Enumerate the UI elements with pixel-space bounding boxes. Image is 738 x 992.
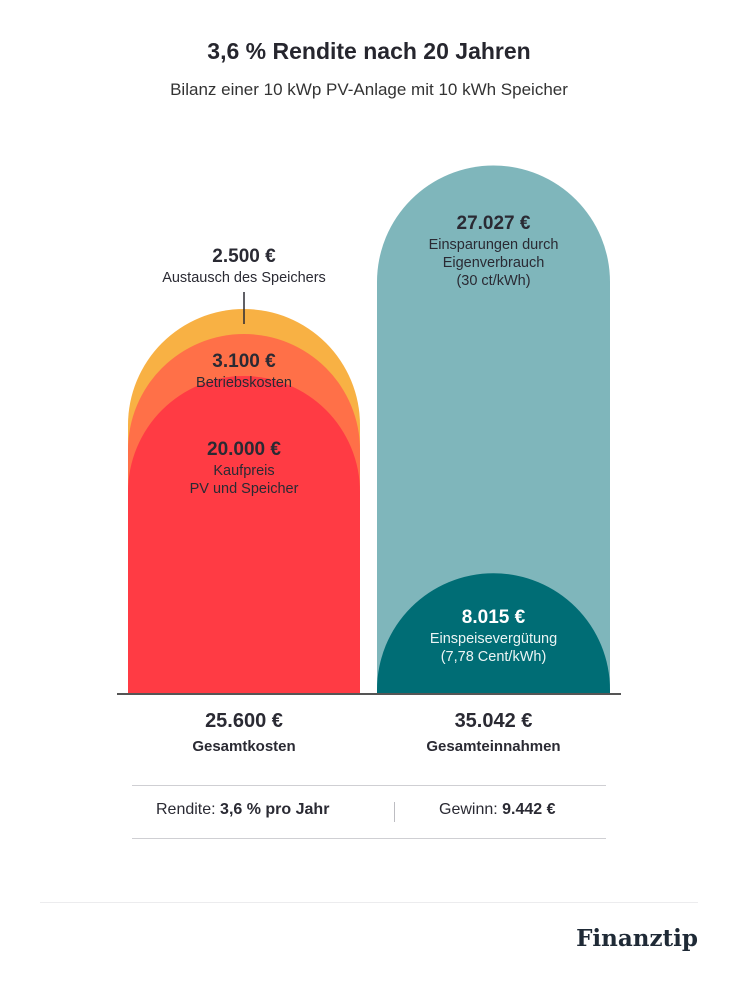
rendite-value: 3,6 % pro Jahr bbox=[220, 801, 330, 818]
label-betrieb: 3.100 € Betriebskosten bbox=[130, 350, 358, 392]
summary-gewinn: Gewinn: 9.442 € bbox=[439, 801, 556, 819]
value-kaufpreis: 20.000 € bbox=[207, 439, 281, 460]
chart-subtitle: Bilanz einer 10 kWp PV-Anlage mit 10 kWh… bbox=[170, 80, 568, 99]
label-einspeise: 8.015 € Einspeisevergütung (7,78 Cent/kW… bbox=[378, 606, 609, 666]
label-einsparungen: 27.027 € Einsparungen durch Eigenverbrau… bbox=[378, 212, 609, 290]
bar-segment-einspeiseverguetung bbox=[377, 573, 610, 694]
gewinn-label: Gewinn: bbox=[439, 801, 503, 818]
desc-einspeise-1: Einspeisevergütung bbox=[429, 630, 558, 647]
rendite-label: Rendite: bbox=[156, 801, 221, 818]
desc-einsparungen-2: Eigenverbrauch bbox=[442, 254, 545, 271]
value-einsparungen: 27.027 € bbox=[456, 213, 531, 234]
brand-logo: Finanztip bbox=[576, 925, 698, 952]
gewinn-value: 9.442 € bbox=[502, 801, 556, 818]
footer-divider bbox=[40, 902, 698, 903]
value-betrieb: 3.100 € bbox=[212, 351, 276, 372]
summary-divider bbox=[394, 802, 395, 822]
total-cost-label: Gesamtkosten bbox=[192, 738, 296, 755]
desc-kaufpreis-1: Kaufpreis bbox=[213, 462, 275, 479]
total-income-value: 35.042 € bbox=[454, 710, 533, 732]
bar-segment-kaufpreis bbox=[128, 376, 360, 694]
value-einspeise: 8.015 € bbox=[461, 607, 526, 628]
desc-betrieb: Betriebskosten bbox=[196, 374, 292, 391]
summary-rendite: Rendite: 3,6 % pro Jahr bbox=[156, 801, 329, 819]
total-income-label: Gesamteinnahmen bbox=[426, 738, 561, 755]
desc-kaufpreis-2: PV und Speicher bbox=[189, 480, 299, 497]
value-speicher: 2.500 € bbox=[212, 246, 276, 267]
desc-einsparungen-1: Einsparungen durch bbox=[428, 236, 559, 253]
label-kaufpreis: 20.000 € Kaufpreis PV und Speicher bbox=[130, 438, 358, 498]
bar-segment-einsparungen bbox=[377, 165, 610, 694]
chart-title: 3,6 % Rendite nach 20 Jahren bbox=[207, 38, 531, 64]
desc-speicher: Austausch des Speichers bbox=[162, 269, 326, 286]
desc-einspeise-2: (7,78 Cent/kWh) bbox=[440, 648, 547, 665]
total-cost-value: 25.600 € bbox=[205, 710, 283, 732]
label-speicher: 2.500 € Austausch des Speichers bbox=[130, 245, 358, 287]
desc-einsparungen-3: (30 ct/kWh) bbox=[456, 273, 531, 289]
summary-row: Rendite: 3,6 % pro Jahr Gewinn: 9.442 € bbox=[132, 785, 606, 839]
